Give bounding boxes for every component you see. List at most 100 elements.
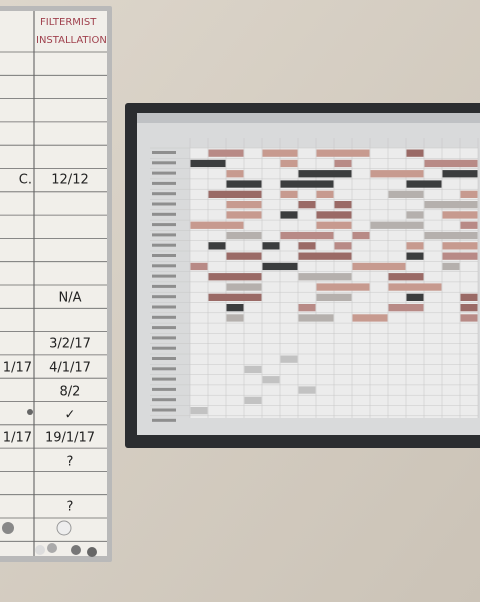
booking (334, 201, 352, 209)
screen-toolbar (137, 113, 480, 123)
booking (460, 304, 478, 312)
booking (298, 242, 316, 250)
entry-right: 3/2/17 (49, 337, 91, 352)
name-cell (152, 346, 176, 350)
booking (244, 396, 262, 404)
booking (208, 242, 226, 250)
booking (208, 293, 262, 301)
booking (460, 293, 478, 301)
booking (244, 365, 262, 374)
booking (208, 190, 262, 198)
booking (226, 252, 262, 260)
name-cell (152, 387, 176, 391)
booking (226, 231, 262, 240)
booking (280, 159, 298, 168)
booking (280, 231, 334, 240)
name-cell (152, 151, 176, 154)
booking (298, 201, 316, 209)
booking (298, 304, 316, 312)
booking (226, 283, 262, 291)
booking (406, 252, 424, 260)
booking (388, 304, 424, 312)
entry-left: 1/17 (3, 361, 32, 376)
name-cell (152, 408, 176, 412)
name-cell (152, 192, 176, 196)
booking (262, 149, 298, 157)
name-cell (152, 336, 176, 340)
booking (226, 170, 244, 178)
name-cell (152, 274, 176, 278)
booking (424, 201, 478, 209)
booking (280, 180, 334, 188)
booking (280, 190, 298, 198)
booking (226, 314, 244, 322)
booking (316, 190, 334, 198)
entry-left: 1/17 (3, 431, 32, 446)
booking (460, 314, 478, 322)
name-cell (152, 254, 176, 257)
booking (316, 293, 352, 301)
booking (388, 190, 424, 198)
booking (442, 262, 460, 271)
booking (442, 242, 478, 250)
entry-right: ? (67, 455, 74, 470)
booking (190, 159, 226, 168)
booking (388, 273, 424, 281)
booking (316, 211, 352, 219)
name-cell (152, 357, 176, 360)
booking (460, 221, 478, 229)
booking (406, 149, 424, 157)
name-cell (152, 398, 176, 402)
name-cell (152, 315, 176, 319)
name-cell (152, 212, 176, 216)
name-cell (152, 295, 176, 299)
header-line: INSTALLATION (36, 35, 107, 46)
entry-right: ✓ (65, 408, 76, 423)
booking (262, 242, 280, 250)
entry-right: 4/1/17 (49, 361, 91, 376)
booking (406, 242, 424, 250)
booking (190, 262, 208, 271)
booking (442, 252, 478, 260)
booking (352, 231, 370, 240)
booking (226, 304, 244, 312)
entry-right: 19/1/17 (45, 431, 95, 446)
booking (334, 159, 352, 168)
booking (406, 293, 424, 301)
name-cell (152, 418, 176, 422)
booking (352, 262, 406, 271)
name-cell (152, 233, 176, 237)
booking (280, 211, 298, 219)
booking (442, 211, 478, 219)
booking (298, 252, 352, 260)
booking (208, 273, 262, 281)
booking (298, 273, 352, 281)
booking (424, 231, 478, 240)
header-line: FILTERMIST (40, 17, 97, 28)
booking (442, 170, 478, 178)
entry-right: N/A (59, 291, 82, 306)
booking (190, 221, 244, 229)
booking (388, 283, 442, 291)
booking (298, 314, 334, 322)
name-cell (152, 305, 176, 309)
booking (226, 180, 262, 188)
booking (352, 314, 388, 322)
row-lines (0, 51, 107, 542)
booking (280, 355, 298, 363)
magnets (2, 409, 97, 557)
name-cell (152, 223, 176, 227)
booking (370, 221, 424, 229)
name-cell (152, 264, 176, 268)
name-cell (152, 181, 176, 185)
booking (298, 170, 352, 178)
booking (316, 283, 370, 291)
name-cell (152, 161, 176, 165)
booking (424, 159, 478, 168)
name-cell (152, 243, 176, 247)
schedule-grid (150, 138, 479, 422)
whiteboard (0, 11, 107, 556)
booking (226, 211, 262, 219)
